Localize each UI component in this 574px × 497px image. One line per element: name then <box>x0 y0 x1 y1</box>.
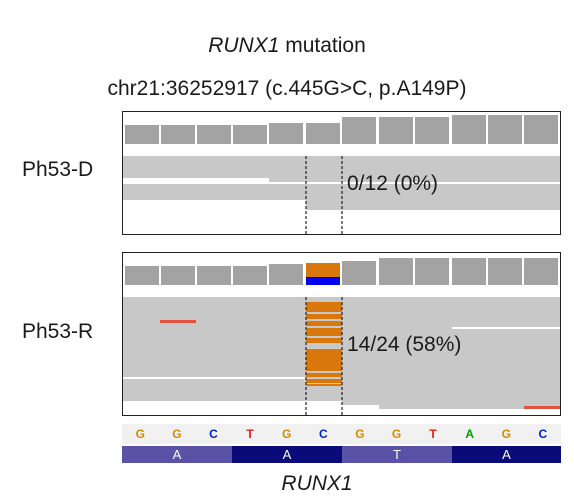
read-tail <box>342 401 379 405</box>
coverage-bar <box>269 123 303 144</box>
coverage-bar <box>488 258 522 285</box>
read <box>342 200 560 210</box>
alignment-panel-diagnosis[interactable]: 0/12 (0%) <box>122 111 561 235</box>
coverage-bar <box>415 258 449 285</box>
reference-base: G <box>135 427 145 441</box>
alignment-view-diagnosis <box>123 115 560 234</box>
center-column-blank <box>306 401 342 415</box>
mismatch-base-C <box>306 314 342 319</box>
coverage-bar <box>379 258 413 285</box>
coverage-bar <box>233 125 267 144</box>
amino-acid: T <box>342 446 452 463</box>
coverage-track <box>125 115 558 144</box>
allele-count-relapse: 14/24 (58%) <box>347 333 462 356</box>
coverage-bar <box>488 115 522 144</box>
read-gap <box>452 327 560 329</box>
mismatch-base-C <box>306 373 342 377</box>
amino-acid: A <box>122 446 232 463</box>
reference-base: G <box>282 427 292 441</box>
coverage-bar <box>306 123 340 144</box>
read <box>123 168 269 178</box>
reference-base: G <box>172 427 182 441</box>
coverage-bar <box>161 125 195 144</box>
coverage-bar <box>161 266 195 285</box>
coverage-bar <box>379 117 413 144</box>
coverage-bar <box>524 258 558 285</box>
soft-clip-left <box>160 320 196 323</box>
coverage-bar <box>342 117 376 144</box>
amino-acid-track: A A T A <box>122 446 561 463</box>
coverage-bar <box>197 266 231 285</box>
reference-base: G <box>355 427 365 441</box>
reference-base: C <box>538 427 548 441</box>
coverage-bar-reference-G <box>306 277 340 285</box>
soft-clip-right <box>524 406 560 409</box>
read-gap <box>123 377 306 379</box>
title-line-1: RUNX1 mutation <box>0 34 574 58</box>
amino-acid: A <box>452 446 561 463</box>
coverage-bar <box>197 125 231 144</box>
reference-base: G <box>501 427 511 441</box>
mismatch-base-C <box>306 349 342 371</box>
reference-sequence: G G C T G C G G T A G C <box>122 424 561 444</box>
title-gene: RUNX1 <box>208 34 280 57</box>
mismatch-base-C <box>306 302 342 312</box>
mismatch-base-C <box>306 321 342 326</box>
reference-base: G <box>391 427 402 441</box>
coverage-bar <box>342 261 376 285</box>
reference-base: A <box>465 427 475 441</box>
coverage-track <box>125 258 558 285</box>
reference-base: C <box>318 427 328 441</box>
title-suffix: mutation <box>279 34 366 57</box>
reference-base: T <box>429 427 437 441</box>
coverage-bar <box>125 125 159 144</box>
coverage-bar <box>233 266 267 285</box>
reference-base: C <box>209 427 218 441</box>
mismatch-column <box>306 302 342 415</box>
alignment-view-relapse <box>123 258 560 415</box>
mismatch-base-C <box>306 328 342 336</box>
coverage-bar <box>415 117 449 144</box>
coverage-bar <box>269 264 303 285</box>
sample-label-diagnosis: Ph53-D <box>22 158 94 181</box>
coverage-bar-mismatch-C <box>306 263 340 277</box>
read-tail <box>379 401 560 409</box>
coverage-bar <box>452 258 486 285</box>
gene-label: RUNX1 <box>281 472 353 495</box>
coverage-bar <box>452 115 486 144</box>
reference-base: T <box>246 427 254 441</box>
coverage-bar <box>125 266 159 285</box>
coverage-bar <box>524 115 558 144</box>
allele-count-diagnosis: 0/12 (0%) <box>347 172 439 195</box>
mismatch-base-C <box>306 384 342 386</box>
alignment-panel-relapse[interactable]: 14/24 (58%) <box>122 252 561 416</box>
mismatch-base-C <box>306 338 342 343</box>
title-position: chr21:36252917 (c.445G>C, p.A149P) <box>107 77 467 100</box>
mismatch-base-C <box>306 379 342 383</box>
amino-acid: A <box>232 446 342 463</box>
sample-label-relapse: Ph53-R <box>22 320 94 343</box>
